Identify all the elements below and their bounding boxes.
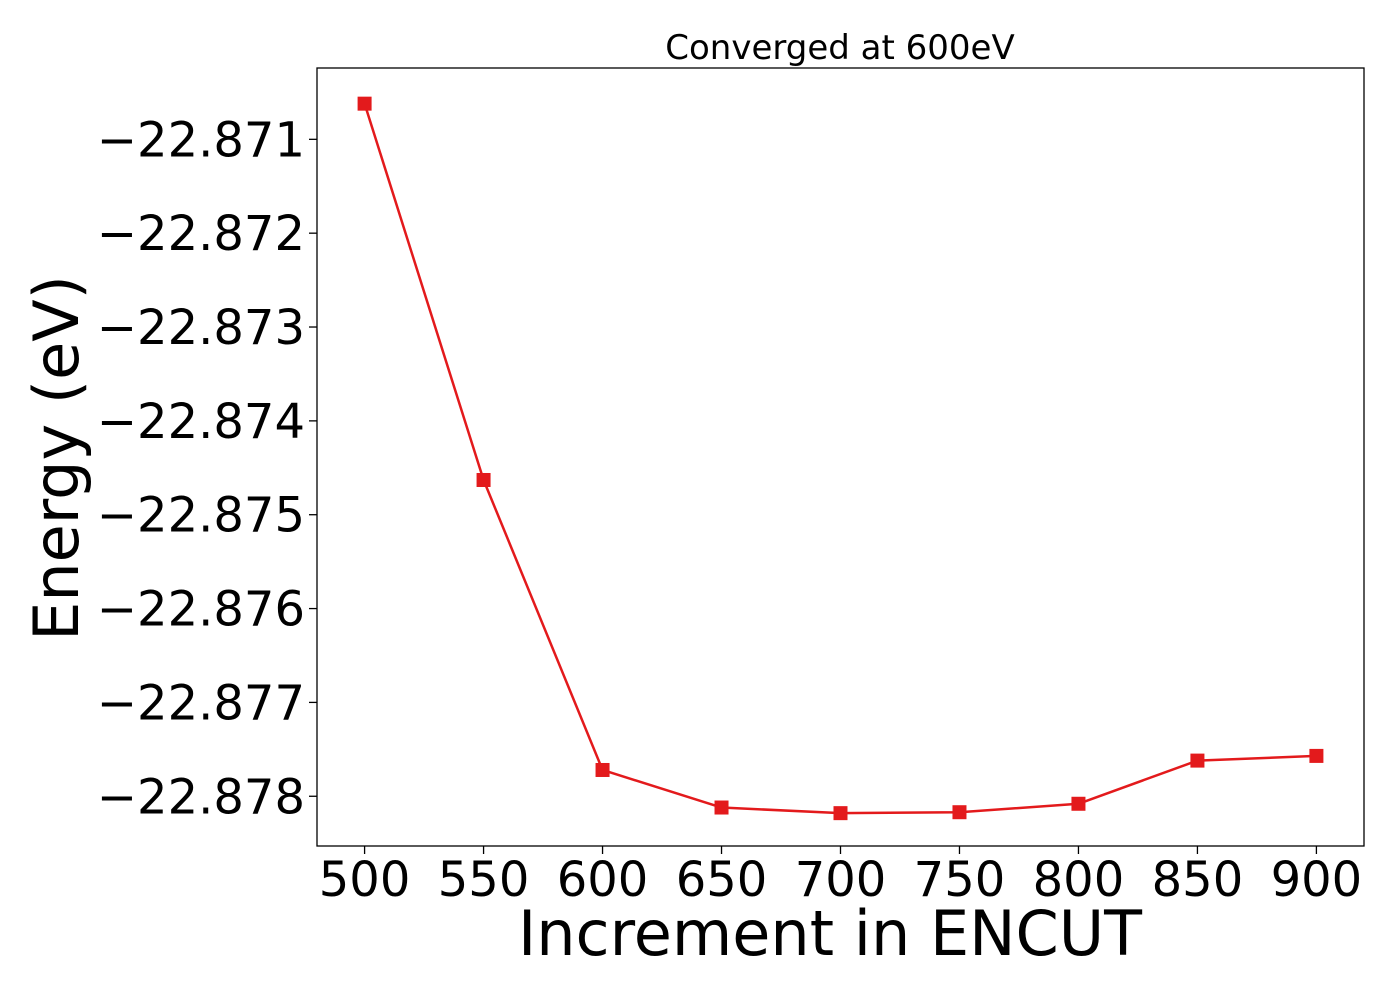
x-tick-label: 500 bbox=[319, 852, 411, 908]
x-tick-label: 900 bbox=[1271, 852, 1363, 908]
x-axis-label: Increment in ENCUT bbox=[518, 897, 1143, 970]
x-tick-label: 600 bbox=[557, 852, 649, 908]
data-point-marker bbox=[1190, 753, 1205, 768]
chart-title: Converged at 600eV bbox=[665, 28, 1014, 68]
x-tick-label: 550 bbox=[438, 852, 530, 908]
x-tick-label: 850 bbox=[1152, 852, 1244, 908]
y-tick-label: −22.876 bbox=[97, 582, 305, 638]
y-tick-label: −22.873 bbox=[97, 300, 305, 356]
data-point-marker bbox=[357, 96, 372, 111]
y-tick-label: −22.875 bbox=[97, 488, 305, 544]
data-point-marker bbox=[833, 806, 848, 821]
x-tick-label: 800 bbox=[1033, 852, 1125, 908]
y-tick-label: −22.871 bbox=[97, 112, 305, 168]
data-point-marker bbox=[595, 762, 610, 777]
data-point-marker bbox=[476, 472, 491, 487]
y-tick-label: −22.877 bbox=[97, 675, 305, 731]
y-axis-label: Energy (eV) bbox=[20, 275, 93, 641]
data-point-marker bbox=[952, 805, 967, 820]
x-tick-label: 650 bbox=[676, 852, 768, 908]
x-tick-label: 700 bbox=[795, 852, 887, 908]
x-tick-label: 750 bbox=[914, 852, 1006, 908]
x-axis: 500 550 600 650 700 750 800 850 900 bbox=[319, 846, 1362, 908]
plot-area bbox=[357, 96, 1324, 821]
data-point-marker bbox=[714, 800, 729, 815]
data-point-marker bbox=[1071, 796, 1086, 811]
data-point-marker bbox=[1309, 748, 1324, 763]
y-tick-label: −22.872 bbox=[97, 206, 305, 262]
y-tick-label: −22.874 bbox=[97, 394, 305, 450]
y-axis: −22.871 −22.872 −22.873 −22.874 −22.875 −22.8… bbox=[97, 112, 317, 825]
y-tick-label: −22.878 bbox=[97, 769, 305, 825]
